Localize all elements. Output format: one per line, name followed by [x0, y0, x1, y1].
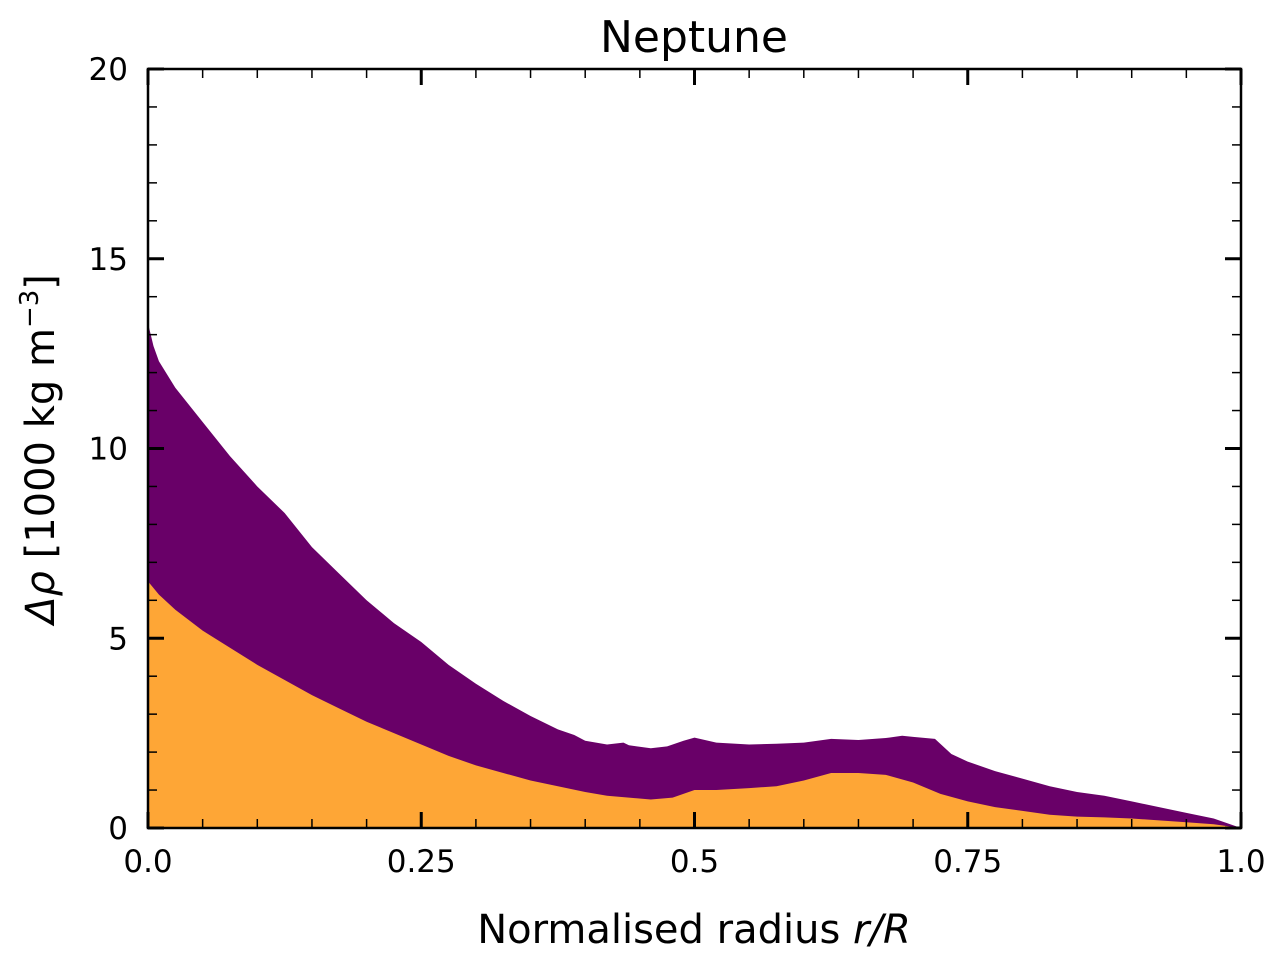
x-tick-label: 0.25: [387, 844, 456, 880]
area-series-1: [148, 581, 1241, 828]
y-tick-label: 0: [108, 811, 128, 847]
x-axis-label-variable: r/R: [853, 907, 911, 953]
x-axis-label: Normalised radius r/R: [477, 907, 910, 953]
y-tick-label: 10: [89, 432, 128, 468]
area-series-2: [148, 323, 1241, 828]
y-axis-label-exponent: −3: [15, 290, 45, 328]
y-axis-label-units: [1000 kg m: [18, 328, 64, 571]
x-tick-label: 0.0: [123, 844, 172, 880]
y-tick-label: 15: [89, 242, 128, 278]
y-axis-label: Δρ [1000 kg m−3]: [15, 274, 64, 627]
x-axis-label-main: Normalised radius: [477, 907, 853, 953]
tick-labels: 0.0 0.25 0.5 0.75 1.0 0 5 10 15 20: [89, 52, 1266, 880]
y-axis-label-symbol: Δρ: [18, 571, 64, 627]
chart-title: Neptune: [600, 12, 788, 63]
x-tick-label: 0.5: [670, 844, 719, 880]
x-tick-label: 0.75: [933, 844, 1002, 880]
y-tick-label: 5: [108, 621, 128, 657]
plot-areas: [148, 323, 1241, 828]
x-tick-label: 1.0: [1216, 844, 1265, 880]
y-tick-label: 20: [89, 52, 128, 88]
y-axis-label-close: ]: [18, 274, 64, 290]
plot-frame: [146, 67, 1243, 830]
